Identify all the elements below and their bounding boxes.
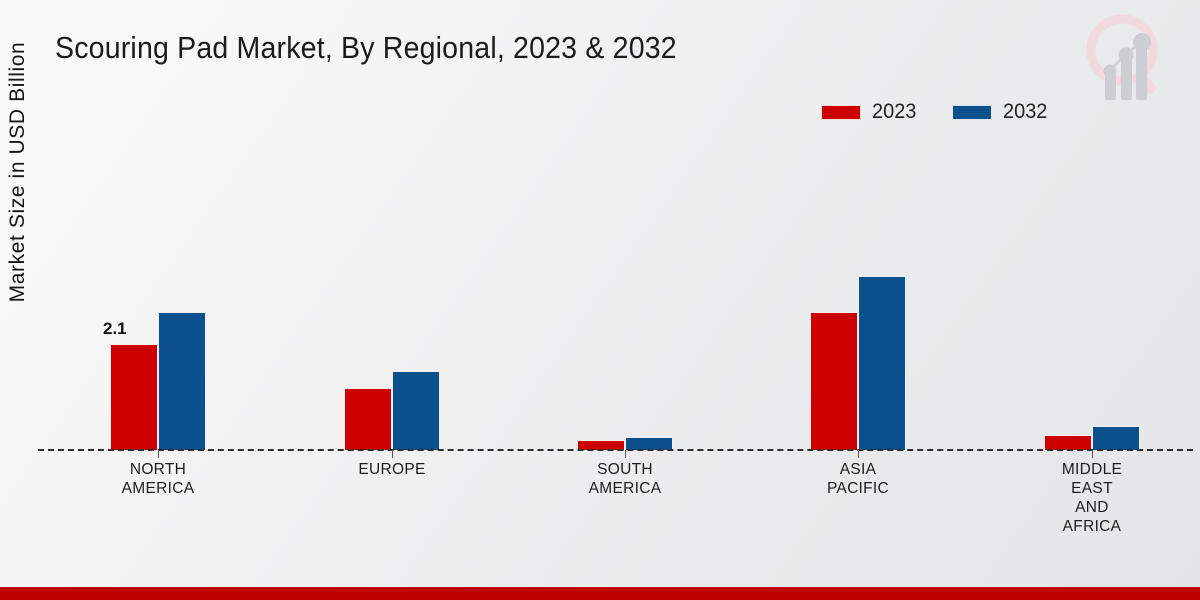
x-axis-tick <box>625 450 626 458</box>
bar-2023-middle-east-and-africa[interactable] <box>1044 435 1092 450</box>
x-axis-label-asia-pacific: ASIA PACIFIC <box>826 461 890 497</box>
bar-value-label: 2.1 <box>103 319 127 338</box>
x-axis-tick <box>858 450 859 458</box>
y-axis-title: Market Size in USD Billion <box>6 41 29 303</box>
x-axis-tick <box>392 450 393 458</box>
bar-group <box>344 371 440 450</box>
bar-2032-middle-east-and-africa[interactable] <box>1092 426 1140 450</box>
x-axis-label-middle-east-and-africa: MIDDLE EAST AND AFRICA <box>1061 461 1123 535</box>
plot-area: 2.1 <box>38 130 1193 450</box>
legend-label-2032: 2032 <box>1003 100 1048 123</box>
bar-2032-north-america[interactable] <box>158 312 206 450</box>
bar-group: 2.1 <box>103 312 206 450</box>
bar-2032-europe[interactable] <box>392 371 440 450</box>
legend-item-2023[interactable]: 2023 <box>820 100 919 124</box>
bar-2023-south-america[interactable] <box>577 440 625 450</box>
chart-title: Scouring Pad Market, By Regional, 2023 &… <box>55 30 677 65</box>
x-axis-tick <box>1092 450 1093 458</box>
bar-2032-south-america[interactable] <box>625 437 673 450</box>
legend-item-2032[interactable]: 2032 <box>952 100 1050 124</box>
footer-accent-bar <box>0 587 1200 600</box>
market-research-logo-watermark <box>1086 14 1158 100</box>
bar-group <box>810 276 906 450</box>
legend-swatch-2023 <box>820 104 861 120</box>
x-axis-label-europe: EUROPE <box>358 461 426 478</box>
bar-2023-asia-pacific[interactable] <box>810 312 858 450</box>
bar-2032-asia-pacific[interactable] <box>858 276 906 450</box>
chart-legend: 2023 2032 <box>820 100 1050 124</box>
x-axis-label-north-america: NORTH AMERICA <box>121 461 195 497</box>
x-axis-tick <box>158 450 159 458</box>
x-axis-label-south-america: SOUTH AMERICA <box>588 461 662 497</box>
legend-swatch-2032 <box>952 104 993 120</box>
legend-label-2023: 2023 <box>871 100 916 123</box>
x-axis-baseline <box>38 449 1193 451</box>
bar-group <box>577 437 673 450</box>
bar-2023-europe[interactable] <box>344 388 392 450</box>
bar-2023-north-america[interactable]: 2.1 <box>103 319 158 450</box>
bar-group <box>1044 426 1140 450</box>
